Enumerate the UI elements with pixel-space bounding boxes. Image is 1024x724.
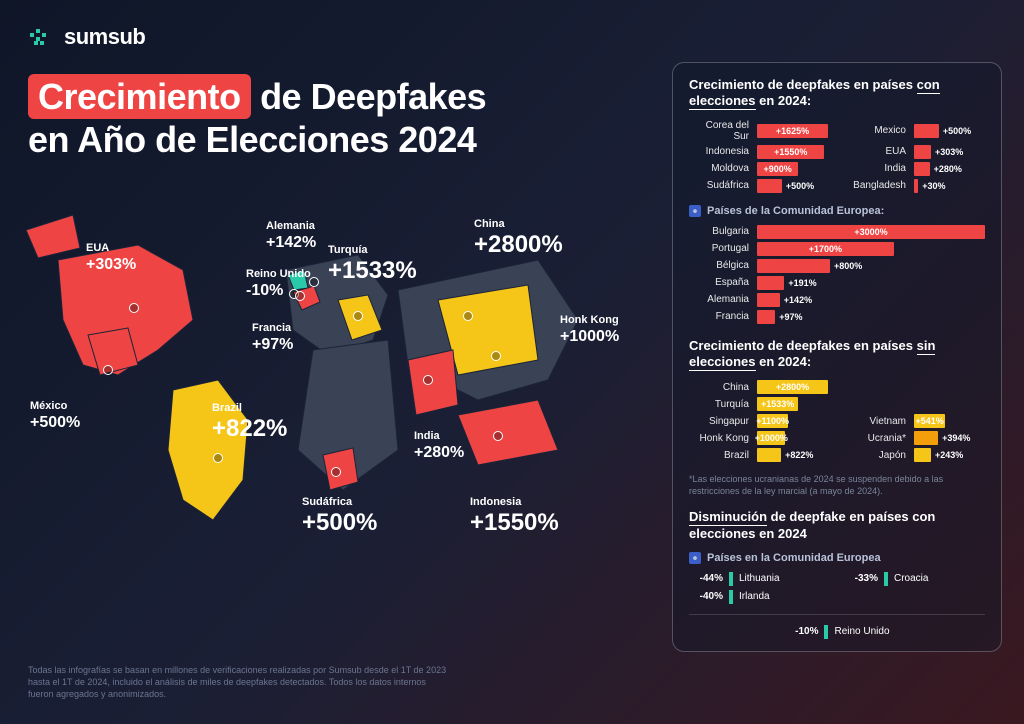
- bar-row: India+280%: [846, 162, 985, 176]
- world-map: EUA+303%México+500%Alemania+142%Reino Un…: [18, 200, 658, 570]
- bar-row: Honk Kong+1000%: [689, 431, 828, 445]
- stats-panel: Crecimiento de deepfakes en países con e…: [672, 62, 1002, 652]
- bar-row: Moldova+900%: [689, 162, 828, 176]
- region-south-america: [168, 380, 248, 520]
- map-dot: [423, 375, 433, 385]
- decrease-row: -44%Lithuania: [689, 572, 830, 586]
- bar-row: Indonesia+1550%: [689, 145, 828, 159]
- divider: [689, 614, 985, 615]
- eu-flag-icon: ⦁: [689, 205, 701, 217]
- bar-row: Bangladesh+30%: [846, 179, 985, 193]
- bar-row: Francia+97%: [689, 310, 985, 324]
- bar-row: Japón+243%: [846, 448, 985, 462]
- eu-flag-icon: ⦁: [689, 552, 701, 564]
- decrease-row: -33%Croacia: [844, 572, 985, 586]
- map-dot: [491, 351, 501, 361]
- bar-row: España+191%: [689, 276, 985, 290]
- bar-row: Turquía+1533%: [689, 397, 828, 411]
- title-line2: en Año de Elecciones 2024: [28, 119, 486, 160]
- callout-indonesia: Indonesia+1550%: [470, 496, 559, 538]
- eu-label-1: ⦁ Países de la Comunidad Europea:: [689, 205, 985, 217]
- map-dot: [353, 311, 363, 321]
- bar-row: Ucrania*+394%: [846, 431, 985, 445]
- bar-row: Bélgica+800%: [689, 259, 985, 273]
- bar-row: Sudáfrica+500%: [689, 179, 828, 193]
- bar-row: Vietnam+541%: [846, 414, 985, 428]
- decrease-bars: -44%Lithuania -33%Croacia -40%Irlanda: [689, 572, 985, 604]
- title-highlight: Crecimiento: [28, 74, 251, 119]
- decrease-row: -40%Irlanda: [689, 590, 830, 604]
- bar-row: Mexico+500%: [846, 120, 985, 142]
- region-indonesia: [458, 400, 558, 465]
- map-dot: [463, 311, 473, 321]
- callout-eua: EUA+303%: [86, 242, 136, 274]
- callout-méxico: México+500%: [30, 400, 80, 432]
- section2-title: Crecimiento de deepfakes en países sin e…: [689, 338, 985, 371]
- callout-china: China+2800%: [474, 218, 563, 260]
- region-india: [408, 350, 458, 415]
- bar-row: Corea del Sur+1625%: [689, 120, 828, 142]
- callout-honk-kong: Honk Kong+1000%: [560, 314, 619, 346]
- map-dot: [103, 365, 113, 375]
- brand-logo: sumsub: [28, 24, 145, 50]
- callout-francia: Francia+97%: [252, 322, 293, 354]
- footer-attribution: Todas las infografías se basan en millon…: [28, 664, 448, 700]
- section1-bars: Corea del Sur+1625% Mexico+500% Indonesia+…: [689, 120, 985, 193]
- eu-label-2: ⦁ Países en la Comunidad Europea: [689, 552, 985, 564]
- bar-row: Brazil+822%: [689, 448, 828, 462]
- callout-brazil: Brazil+822%: [212, 402, 287, 444]
- section3-title: Disminución de deepfake en países con el…: [689, 509, 985, 542]
- map-dot: [493, 431, 503, 441]
- brand-name: sumsub: [64, 24, 145, 50]
- eu-bars: Bulgaria+3000% Portugal+1700% Bélgica+800%…: [689, 225, 985, 324]
- section1-title: Crecimiento de deepfakes en países con e…: [689, 77, 985, 110]
- decrease-uk: -10% Reino Unido: [689, 625, 985, 639]
- callout-turquía: Turquía+1533%: [328, 244, 417, 286]
- callout-alemania: Alemania+142%: [266, 220, 316, 252]
- callout-sudáfrica: Sudáfrica+500%: [302, 496, 377, 538]
- map-dot: [213, 453, 223, 463]
- map-dot: [331, 467, 341, 477]
- map-dot: [129, 303, 139, 313]
- bar-row: China+2800%: [689, 380, 828, 394]
- bar-row: EUA+303%: [846, 145, 985, 159]
- bar-row: Alemania+142%: [689, 293, 985, 307]
- section2-bars: China+2800% Turquía+1533% Singapur+1100% Vi…: [689, 380, 985, 462]
- map-dot: [295, 291, 305, 301]
- page-title: Crecimiento de Deepfakes en Año de Elecc…: [28, 74, 486, 161]
- title-rest1: de Deepfakes: [251, 76, 487, 117]
- bar-row: Singapur+1100%: [689, 414, 828, 428]
- bar-row: Portugal+1700%: [689, 242, 985, 256]
- callout-india: India+280%: [414, 430, 464, 462]
- ukraine-note: *Las elecciones ucranianas de 2024 se su…: [689, 474, 985, 497]
- region-alaska: [26, 215, 80, 258]
- logo-icon: [28, 27, 56, 47]
- bar-row: Bulgaria+3000%: [689, 225, 985, 239]
